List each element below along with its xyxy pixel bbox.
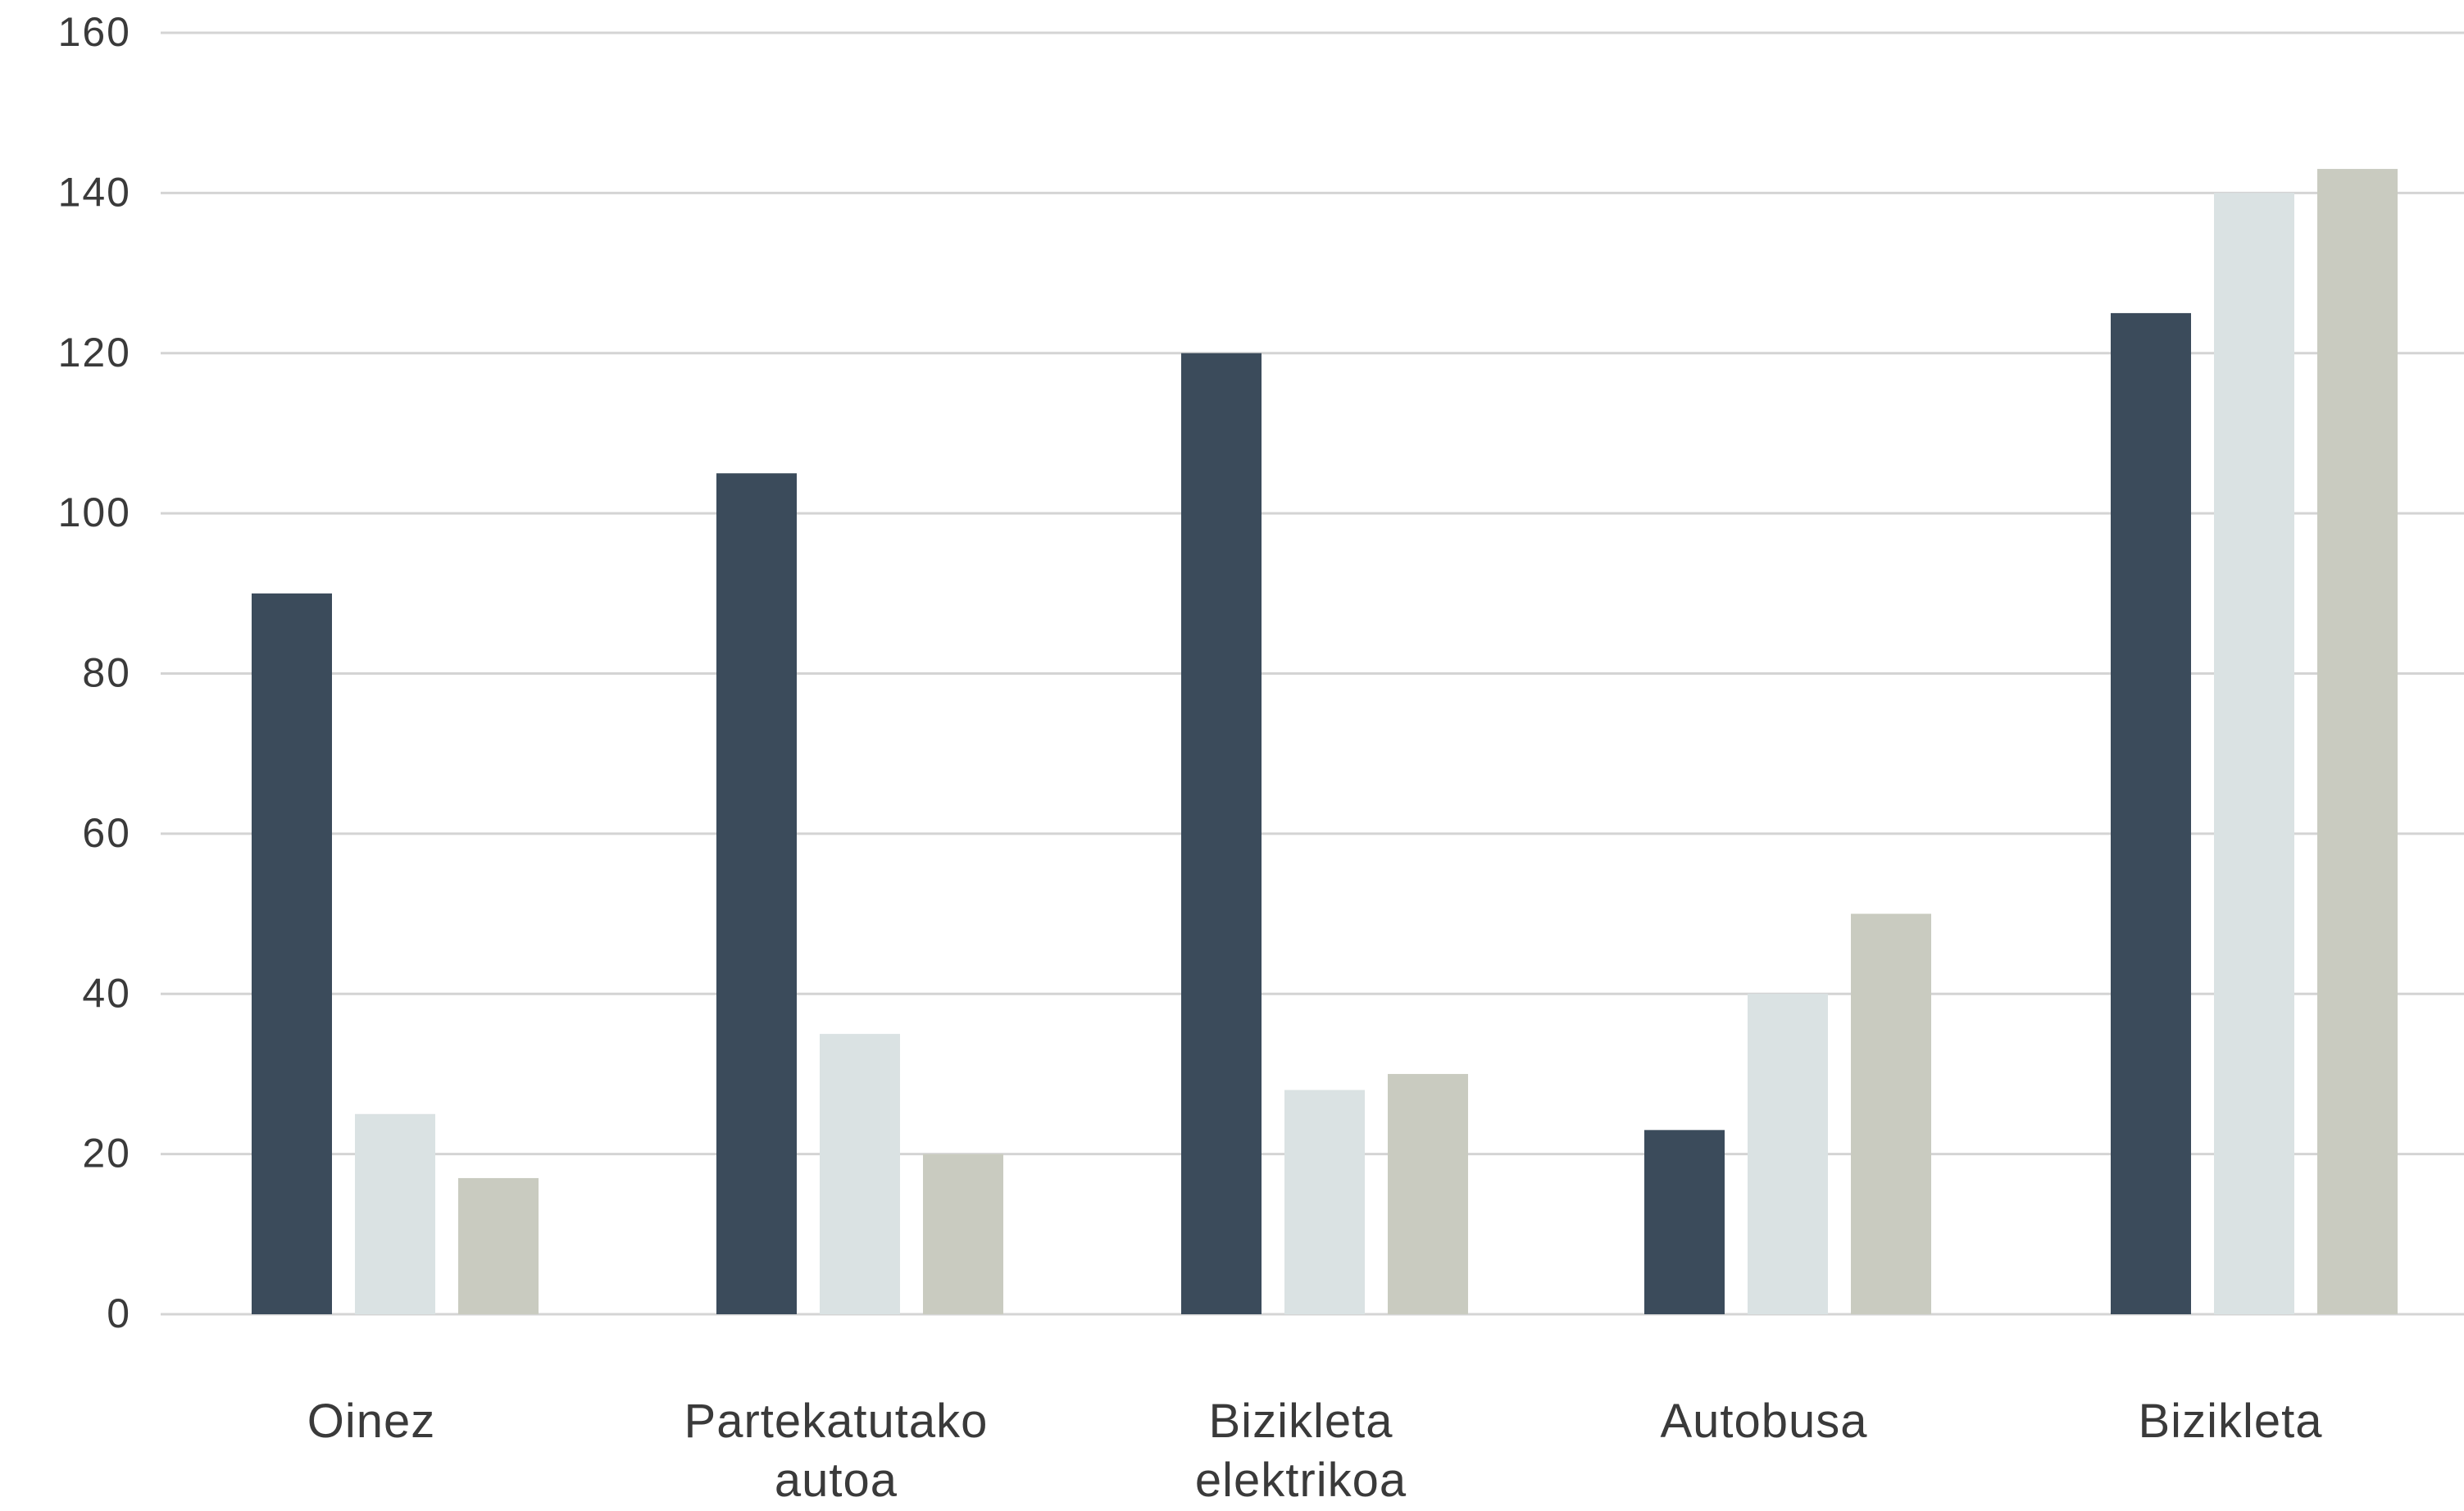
bar [820,1034,900,1314]
bar [252,593,332,1314]
y-tick-label: 120 [58,330,131,375]
bar [923,1154,1003,1314]
gridlines [161,31,2464,1316]
y-tick-label: 100 [58,489,131,535]
bar [1851,913,1931,1314]
y-tick-label: 40 [82,970,131,1016]
bar [458,1177,539,1314]
y-tick-label: 140 [58,169,131,215]
bar [1284,1090,1365,1314]
bar [1748,994,1828,1314]
y-tick-label: 60 [82,810,131,856]
x-category-label: Bizikleta [1209,1395,1393,1448]
bar [2317,169,2398,1315]
y-tick-label: 160 [58,9,131,55]
bar [2214,193,2294,1314]
x-axis-labels: Oinez Partekatutako autoa Bizikleta elektrik… [307,1395,2323,1507]
y-tick-label: 20 [82,1131,131,1176]
y-tick-label: 0 [107,1290,131,1336]
bars [252,169,2398,1315]
x-category-label: autoa [775,1454,898,1507]
x-category-label: Bizikleta [2139,1395,2323,1448]
x-category-label: Partekatutako [684,1395,989,1448]
x-category-label: Oinez [307,1395,436,1448]
y-axis-ticks: 0 20 40 60 80 100 120 140 160 [58,9,131,1336]
x-category-label: Autobusa [1660,1395,1867,1448]
x-category-label: elektrikoa [1195,1454,1407,1507]
bar [1644,1130,1725,1314]
bar [355,1113,435,1314]
bar [1181,353,1262,1314]
y-tick-label: 80 [82,650,131,696]
bar [716,473,797,1314]
bar [2111,312,2191,1314]
bar [1388,1073,1468,1314]
